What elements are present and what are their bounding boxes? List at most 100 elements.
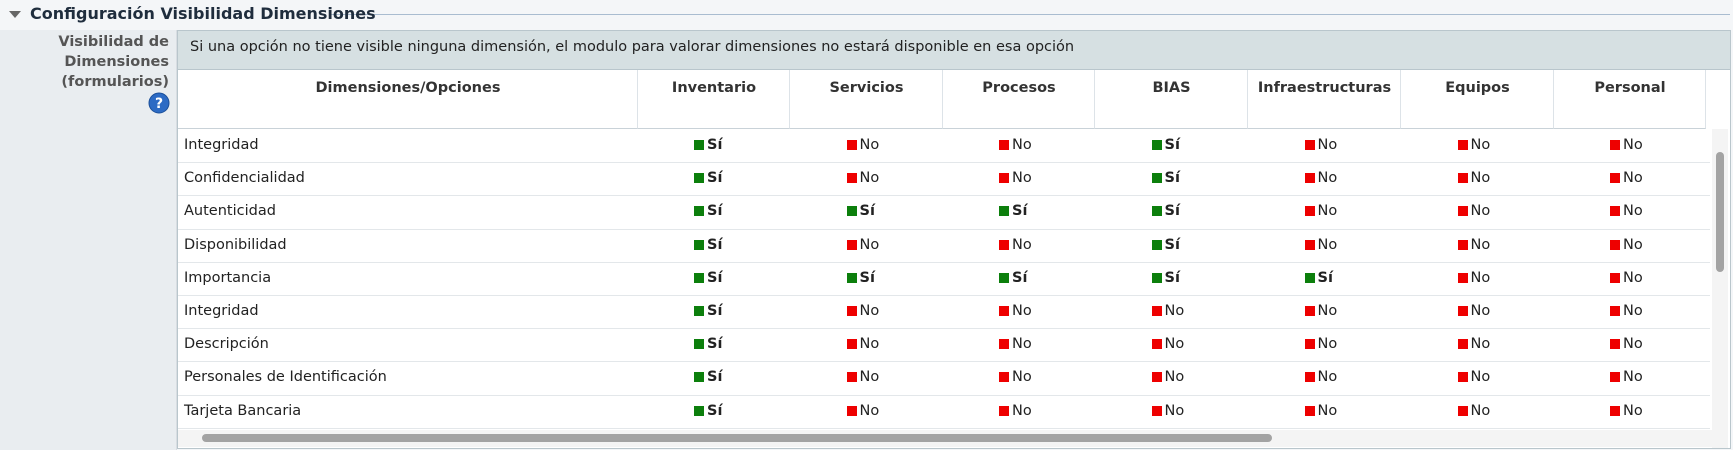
status-square	[999, 372, 1009, 383]
left-panel	[0, 30, 177, 450]
status-square	[999, 206, 1009, 217]
status-text: No	[1623, 369, 1643, 386]
status-square	[1304, 206, 1315, 217]
status-square	[1457, 206, 1468, 217]
status-text: Sí	[707, 203, 723, 220]
status-text: No	[1012, 236, 1032, 253]
status-text: Sí	[707, 236, 723, 253]
status-text: No	[1470, 269, 1491, 286]
status-text: Sí	[1164, 170, 1180, 187]
status-square	[1151, 272, 1162, 283]
status-text: No	[1317, 236, 1338, 253]
status-text: No	[859, 402, 880, 419]
row-divider	[178, 162, 1710, 164]
row-label: Descripción	[184, 336, 269, 353]
status-text: No	[1470, 369, 1491, 386]
status-square	[1151, 339, 1162, 350]
column-header: Procesos	[982, 80, 1056, 96]
header-cell	[638, 70, 790, 129]
header-cell	[178, 70, 638, 129]
row-divider	[178, 394, 1710, 396]
help-icon[interactable]: ?	[148, 92, 170, 114]
status-square	[846, 206, 857, 217]
status-square	[1457, 405, 1468, 416]
status-text: No	[859, 236, 880, 253]
status-text: No	[1623, 137, 1643, 153]
status-text: No	[1470, 236, 1491, 253]
status-square	[1304, 272, 1315, 283]
row-divider	[178, 195, 1710, 197]
status-square	[1457, 239, 1468, 250]
status-text: No	[1470, 170, 1491, 187]
status-text: No	[1470, 336, 1491, 353]
status-text: Sí	[707, 137, 723, 153]
status-square	[1610, 173, 1620, 184]
status-text: No	[1470, 303, 1491, 319]
status-text: No	[1317, 203, 1338, 220]
status-square	[1151, 372, 1162, 383]
status-square	[846, 239, 857, 250]
status-square	[846, 339, 857, 350]
status-text: No	[1012, 303, 1032, 319]
status-square	[999, 239, 1009, 250]
status-text: No	[859, 170, 880, 187]
status-square	[1610, 272, 1620, 283]
collapse-icon[interactable]	[8, 9, 22, 21]
status-text: Sí	[1012, 203, 1028, 220]
label-line: (formularios)	[61, 74, 169, 90]
horizontal-scroll-thumb	[202, 434, 1272, 442]
row-label: Importancia	[184, 269, 272, 286]
status-square	[1151, 173, 1162, 184]
row-divider	[178, 361, 1710, 363]
status-square	[1151, 405, 1162, 416]
status-text: Sí	[1317, 269, 1333, 286]
status-square	[1151, 306, 1162, 316]
column-header: Servicios	[829, 80, 904, 96]
info-text: Si una opción no tiene visible ninguna d…	[190, 39, 1075, 55]
status-square	[694, 239, 704, 250]
status-text: Sí	[859, 203, 875, 220]
status-square	[846, 405, 857, 416]
row-label: Integridad	[184, 137, 259, 153]
status-square	[1457, 140, 1468, 150]
status-text: No	[1623, 236, 1643, 253]
status-text: Sí	[707, 336, 723, 353]
status-square	[1610, 140, 1620, 150]
status-square	[1304, 306, 1315, 316]
status-square	[999, 173, 1009, 184]
status-text: Sí	[1012, 269, 1028, 286]
column-header: Infraestructuras	[1257, 80, 1392, 96]
status-text: No	[859, 303, 880, 319]
status-text: Sí	[1164, 236, 1180, 253]
status-text: No	[1317, 303, 1338, 319]
status-square	[846, 173, 857, 184]
status-text: No	[1317, 369, 1338, 386]
status-square	[1457, 372, 1468, 383]
status-text: No	[1317, 137, 1338, 153]
status-square	[1610, 239, 1620, 250]
section-title: Configuración Visibilidad Dimensiones	[30, 4, 376, 23]
status-text: No	[1623, 269, 1643, 286]
status-text: No	[1164, 369, 1185, 386]
status-square	[694, 306, 704, 316]
status-text: No	[1164, 402, 1185, 419]
status-square	[694, 272, 704, 283]
column-header: BIAS	[1152, 80, 1191, 96]
status-square	[694, 372, 704, 383]
status-square	[846, 272, 857, 283]
status-text: No	[1012, 170, 1032, 187]
status-square	[1304, 140, 1315, 150]
status-square	[694, 173, 704, 184]
status-text: Sí	[707, 369, 723, 386]
row-divider	[178, 295, 1710, 296]
header-cell	[943, 70, 1095, 129]
status-square	[999, 405, 1009, 416]
vertical-scroll-thumb	[1716, 152, 1724, 272]
status-text: No	[1623, 402, 1643, 419]
label-line: Dimensiones	[64, 54, 169, 70]
status-text: No	[1470, 137, 1491, 153]
status-text: No	[1317, 336, 1338, 353]
status-square	[1457, 339, 1468, 350]
status-text: Sí	[707, 269, 723, 286]
